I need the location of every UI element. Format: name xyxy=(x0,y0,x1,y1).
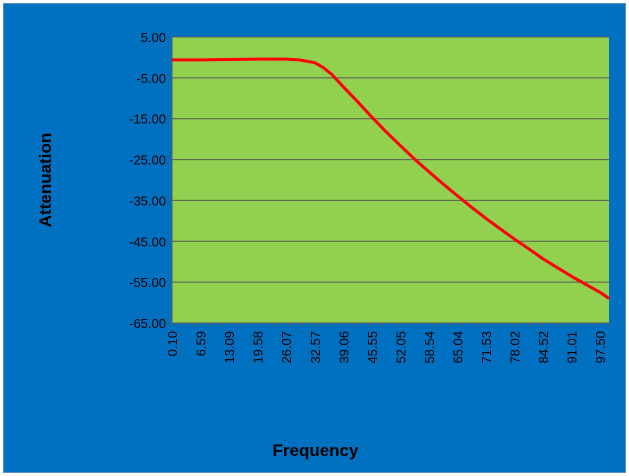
x-axis-title: Frequency xyxy=(273,441,360,460)
y-tick-label: 5.00 xyxy=(141,30,166,45)
y-axis-title: Attenuation xyxy=(36,133,55,227)
x-tick-label: 26.07 xyxy=(279,331,294,364)
x-tick-label: 0.10 xyxy=(165,331,180,356)
y-tick-label: -25.00 xyxy=(129,153,166,168)
x-tick-label: 13.09 xyxy=(222,331,237,364)
y-tick-label: -15.00 xyxy=(129,112,166,127)
x-tick-label: 97.50 xyxy=(593,331,608,364)
series-line xyxy=(172,57,610,300)
x-tick-label: 52.05 xyxy=(393,331,408,364)
x-tick-label: 78.02 xyxy=(508,331,523,364)
x-tick-label: 19.58 xyxy=(251,331,266,364)
x-tick-label: 71.53 xyxy=(479,331,494,364)
x-tick-label: 6.59 xyxy=(194,331,209,356)
x-tick-label: 39.06 xyxy=(336,331,351,364)
x-tick-label: 65.04 xyxy=(451,331,466,364)
x-tick-label: 91.01 xyxy=(565,331,580,364)
plot-area xyxy=(172,37,609,323)
x-tick-label: 58.54 xyxy=(422,331,437,364)
y-tick-label: -35.00 xyxy=(129,193,166,208)
x-axis-ticks: 0.10 6.59 13.09 19.58 26.07 32.57 39.06 45.55 52… xyxy=(165,331,608,364)
x-tick-label: 84.52 xyxy=(536,331,551,364)
y-tick-label: -5.00 xyxy=(136,71,166,86)
y-axis-ticks: 5.00 -5.00 -15.00 -25.00 -35.00 -45.00 -55.00 -… xyxy=(129,30,166,331)
y-tick-label: -45.00 xyxy=(129,234,166,249)
y-tick-label: -65.00 xyxy=(129,316,166,331)
x-tick-label: 32.57 xyxy=(308,331,323,364)
grid-lines xyxy=(171,36,610,327)
y-tick-label: -55.00 xyxy=(129,275,166,290)
x-tick-label: 45.55 xyxy=(365,331,380,364)
